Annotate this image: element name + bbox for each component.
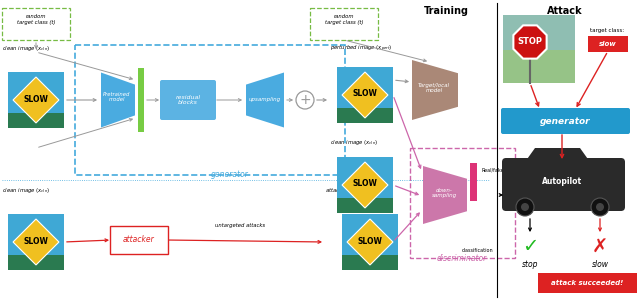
FancyBboxPatch shape xyxy=(337,108,393,123)
Text: classification: classification xyxy=(462,248,494,253)
Text: Real/fake: Real/fake xyxy=(482,168,504,173)
FancyBboxPatch shape xyxy=(501,108,630,134)
Circle shape xyxy=(516,198,534,216)
Text: down-
sampling: down- sampling xyxy=(431,188,456,198)
FancyBboxPatch shape xyxy=(8,255,64,270)
Text: SLOW: SLOW xyxy=(353,89,378,98)
FancyBboxPatch shape xyxy=(8,72,64,128)
Text: untargeted attacks: untargeted attacks xyxy=(215,223,265,228)
Text: generator: generator xyxy=(211,170,249,179)
Text: SLOW: SLOW xyxy=(353,179,378,188)
FancyBboxPatch shape xyxy=(337,198,393,213)
Text: clean image $(x_{cln})$: clean image $(x_{cln})$ xyxy=(330,138,378,147)
Circle shape xyxy=(296,91,314,109)
Text: perturbed image $(x_{pert})$: perturbed image $(x_{pert})$ xyxy=(330,44,392,54)
Polygon shape xyxy=(13,77,59,123)
Circle shape xyxy=(521,203,529,211)
Text: ✓: ✓ xyxy=(522,238,538,256)
Text: stop: stop xyxy=(522,260,538,269)
Polygon shape xyxy=(525,148,590,162)
Text: SLOW: SLOW xyxy=(24,94,49,103)
FancyBboxPatch shape xyxy=(503,15,575,50)
Text: residual
blocks: residual blocks xyxy=(175,94,200,105)
Text: upsampling: upsampling xyxy=(249,98,281,103)
FancyBboxPatch shape xyxy=(470,163,477,201)
Text: generator: generator xyxy=(540,116,590,125)
FancyBboxPatch shape xyxy=(337,157,393,213)
Text: target class:: target class: xyxy=(590,28,624,33)
Text: +: + xyxy=(299,93,311,107)
Text: clean image $(x_{cln})$: clean image $(x_{cln})$ xyxy=(2,44,50,53)
Text: SLOW: SLOW xyxy=(358,236,383,245)
Circle shape xyxy=(591,198,609,216)
Text: clean image $(x_{cln})$: clean image $(x_{cln})$ xyxy=(2,186,50,195)
Polygon shape xyxy=(347,219,393,265)
FancyBboxPatch shape xyxy=(138,68,144,132)
Polygon shape xyxy=(342,72,388,118)
Polygon shape xyxy=(246,73,284,128)
FancyBboxPatch shape xyxy=(337,67,393,123)
Text: STOP: STOP xyxy=(518,38,543,46)
FancyBboxPatch shape xyxy=(8,112,64,128)
Polygon shape xyxy=(513,26,547,58)
Text: random
target class (t): random target class (t) xyxy=(17,14,55,25)
Polygon shape xyxy=(13,219,59,265)
Text: SLOW: SLOW xyxy=(24,236,49,245)
FancyBboxPatch shape xyxy=(342,255,398,270)
Polygon shape xyxy=(412,60,458,120)
Text: Pretrained
model: Pretrained model xyxy=(103,92,131,102)
Text: Attack: Attack xyxy=(547,6,583,16)
FancyBboxPatch shape xyxy=(110,226,168,254)
Text: attacker: attacker xyxy=(123,236,155,244)
Text: discriminator: discriminator xyxy=(437,254,487,263)
Text: ✗: ✗ xyxy=(592,238,608,256)
Text: attacked image $(x_{atk})$: attacked image $(x_{atk})$ xyxy=(325,186,383,195)
Polygon shape xyxy=(342,162,388,208)
FancyBboxPatch shape xyxy=(502,158,625,211)
Text: attack succeeded!: attack succeeded! xyxy=(551,280,623,286)
FancyBboxPatch shape xyxy=(160,80,216,120)
Polygon shape xyxy=(423,166,467,224)
Text: Training: Training xyxy=(424,6,468,16)
Text: random
target class (t): random target class (t) xyxy=(325,14,363,25)
FancyBboxPatch shape xyxy=(588,36,628,52)
Text: slow: slow xyxy=(591,260,609,269)
FancyBboxPatch shape xyxy=(503,15,575,83)
FancyBboxPatch shape xyxy=(538,273,637,293)
FancyBboxPatch shape xyxy=(342,214,398,270)
Polygon shape xyxy=(101,73,135,128)
Text: Target/local
model: Target/local model xyxy=(418,82,450,93)
Text: Autopilot: Autopilot xyxy=(542,178,582,187)
FancyBboxPatch shape xyxy=(8,214,64,270)
Text: slow: slow xyxy=(599,41,617,47)
Circle shape xyxy=(596,203,604,211)
